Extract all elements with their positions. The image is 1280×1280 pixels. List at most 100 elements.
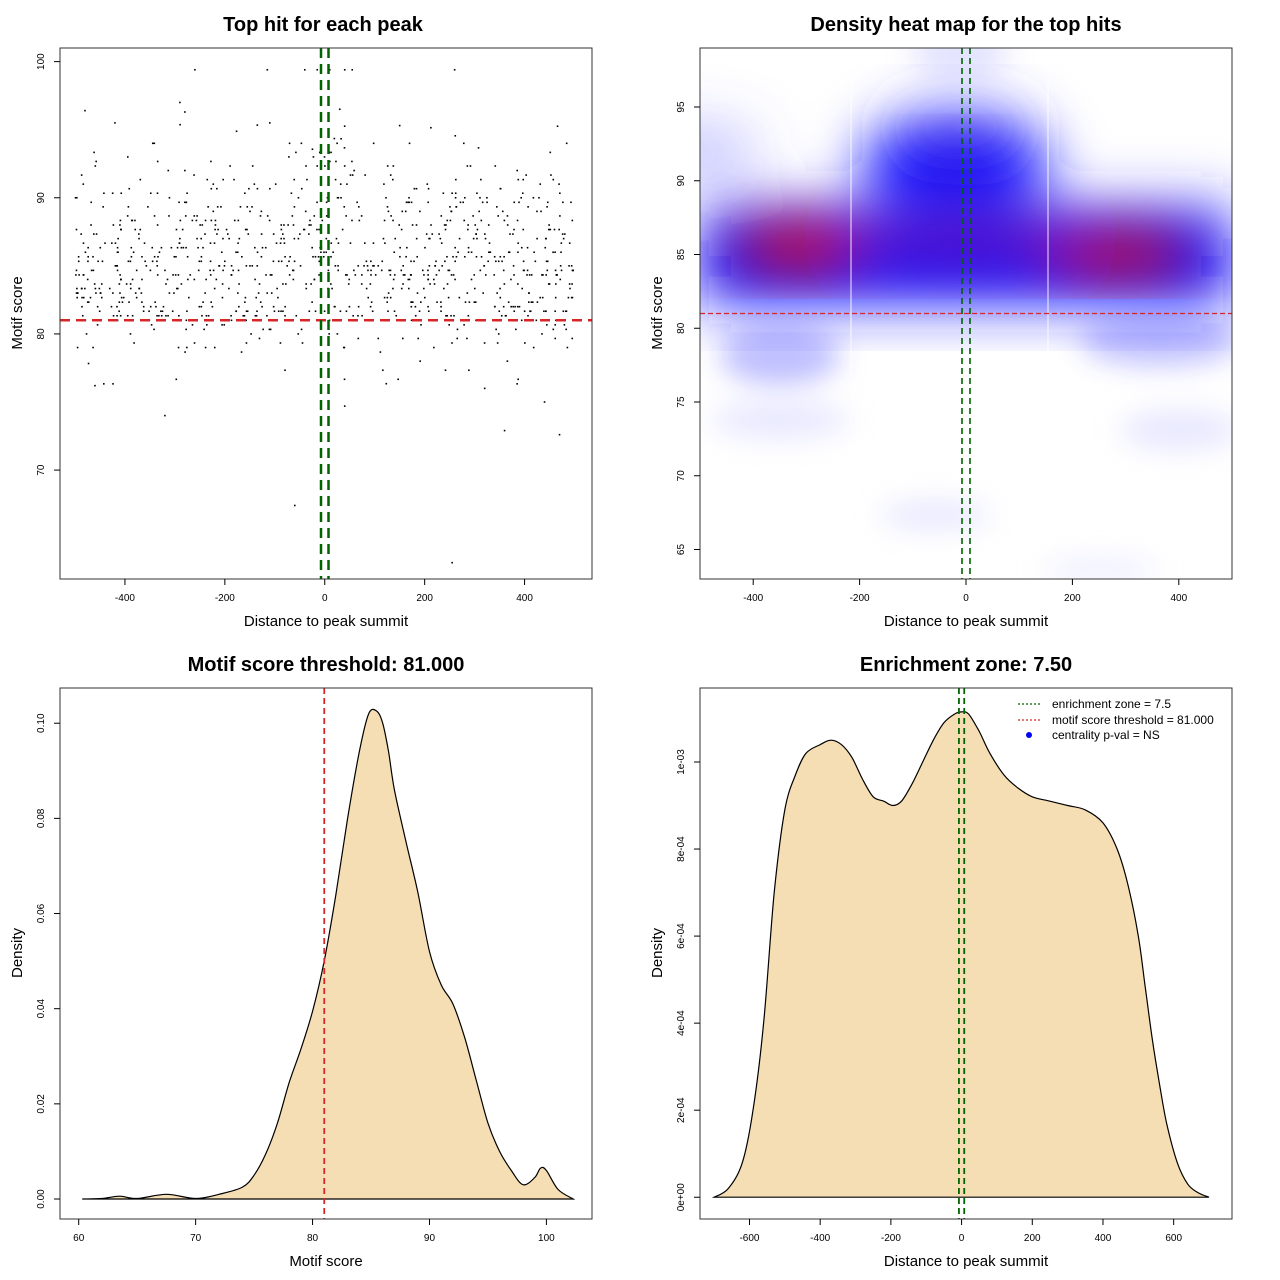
scatter-point [116, 251, 119, 254]
heatmap-density [700, 48, 1232, 579]
scatter-point [336, 142, 338, 145]
scatter-point [372, 242, 375, 244]
scatter-point [133, 342, 135, 344]
scatter-point [565, 310, 567, 313]
scatter-point [571, 269, 574, 272]
score-density-x-axis: 60 70 80 90 100 [73, 1219, 555, 1244]
scatter-point [177, 274, 180, 276]
scatter-point [282, 283, 284, 285]
scatter-point [284, 305, 286, 308]
scatter-point [259, 301, 262, 303]
scatter-point [116, 265, 119, 267]
scatter-point [479, 196, 481, 199]
scatter-point [530, 274, 533, 276]
scatter-point [417, 337, 420, 340]
scatter-point [377, 337, 380, 340]
heatmap-xtick-label: 200 [1064, 593, 1081, 604]
heatmap-title: Density heat map for the top hits [810, 14, 1121, 36]
scatter-point [330, 242, 333, 244]
scatter-point [270, 274, 273, 276]
scatter-point [95, 160, 97, 163]
scatter-point [506, 224, 509, 226]
scatter-point [84, 109, 86, 112]
scatter-point [464, 301, 467, 303]
enrichment-ytick-label: 6e-04 [676, 923, 687, 949]
scatter-point [200, 255, 203, 258]
scatter-point [336, 196, 339, 199]
scatter-point [153, 328, 155, 331]
scatter-point [237, 242, 239, 244]
scatter-point [158, 251, 161, 254]
scatter-point [126, 156, 129, 158]
scatter-point [200, 260, 203, 263]
scatter-point [320, 251, 322, 254]
scatter-point [459, 201, 462, 204]
scatter-point [427, 274, 429, 276]
scatter-point [293, 504, 296, 507]
scatter-point [75, 292, 78, 294]
scatter-point [449, 206, 451, 208]
scatter-point [295, 151, 297, 154]
scatter-point [516, 169, 518, 172]
scatter-point [546, 201, 549, 204]
scatter-point [532, 346, 535, 349]
scatter-point [366, 265, 369, 267]
scatter-point [323, 251, 325, 254]
heatmap-ytick-label: 75 [676, 396, 687, 408]
scatter-point [548, 283, 551, 285]
scatter-point [398, 224, 401, 226]
scatter-point [129, 283, 132, 285]
scatter-point [238, 305, 240, 308]
scatter-point [266, 68, 269, 71]
scatter-point [128, 301, 130, 303]
scatter-point [244, 228, 247, 231]
scatter-point [197, 246, 199, 249]
scatter-point [115, 265, 118, 267]
scatter-point [520, 319, 523, 322]
scatter-point [215, 278, 218, 281]
scatter-point [165, 283, 167, 285]
scatter-point [420, 301, 422, 303]
scatter-point [118, 283, 121, 285]
scatter-point [400, 228, 403, 231]
scatter-point [288, 260, 290, 263]
scatter-point [288, 156, 290, 158]
scatter-point [379, 351, 382, 353]
enrichment-xtick-label: 600 [1165, 1233, 1182, 1244]
scatter-point [447, 269, 450, 272]
scatter-point [119, 219, 122, 222]
scatter-point [516, 305, 519, 308]
scatter-point [156, 192, 159, 195]
scatter-point [522, 228, 525, 231]
scatter-point [191, 219, 194, 222]
enrichment-zone-lines [958, 688, 966, 1219]
score-density-plot-frame [59, 687, 593, 1220]
scatter-point [470, 278, 473, 281]
scatter-point [188, 296, 190, 299]
scatter-point [221, 296, 224, 299]
scatter-point [535, 319, 538, 322]
scatter-point [455, 255, 458, 258]
scatter-point [85, 333, 88, 335]
scatter-point [386, 206, 389, 208]
scatter-point [141, 301, 143, 303]
scatter-point [269, 187, 271, 190]
scatter-point [410, 319, 413, 322]
scatter-point [484, 274, 487, 276]
scatter-point [343, 405, 346, 407]
scatter-point [337, 265, 339, 267]
scatter-point [556, 274, 558, 276]
heatmap-xtick-label: -200 [850, 593, 870, 604]
scatter-point [358, 219, 361, 222]
scatter-point [456, 337, 459, 340]
score-density-xtick-label: 100 [538, 1233, 555, 1244]
enrichment-title: Enrichment zone: 7.50 [860, 654, 1072, 676]
scatter-point [450, 314, 452, 317]
scatter-point [346, 183, 348, 185]
scatter-point [235, 310, 238, 313]
scatter-point [119, 314, 122, 317]
scatter-point [98, 287, 101, 290]
scatter-point [216, 233, 218, 235]
scatter-point [440, 310, 442, 313]
scatter-point [131, 278, 134, 281]
